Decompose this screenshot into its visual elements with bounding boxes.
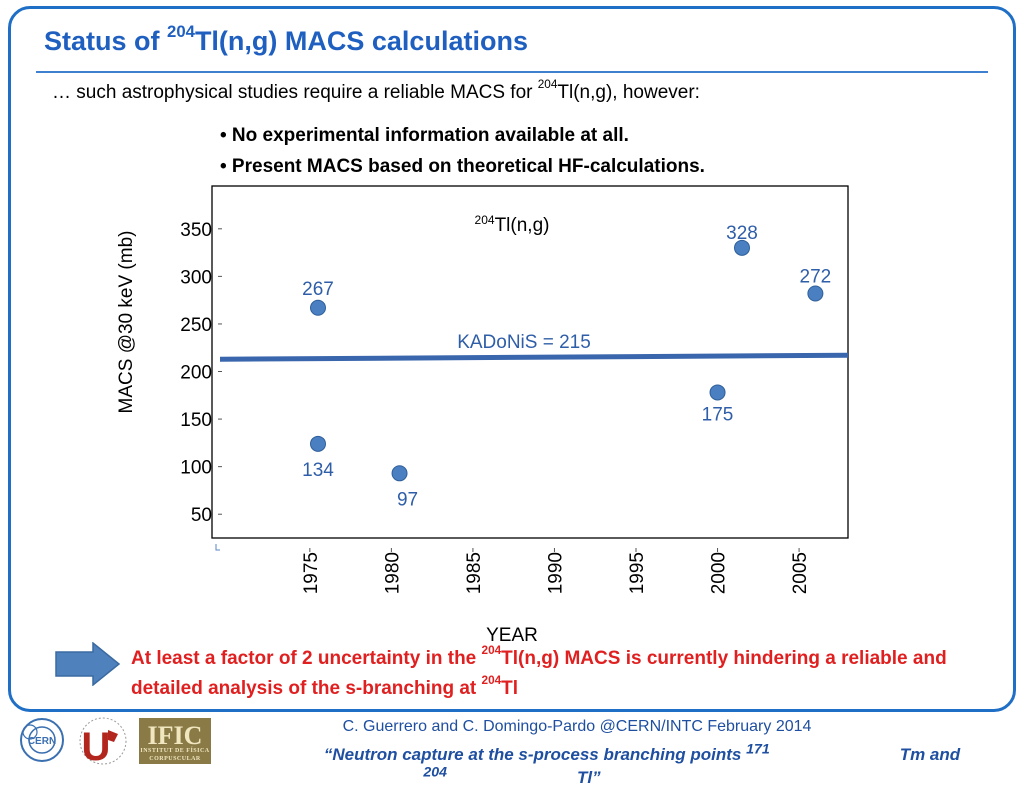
data-point-label: 175 xyxy=(702,404,734,425)
chart-title: 204Tl(n,g) xyxy=(475,213,550,236)
data-point-label: 267 xyxy=(302,279,334,300)
y-axis-title: MACS @30 keV (mb) xyxy=(116,231,137,414)
bullet-item: • Present MACS based on theoretical HF-c… xyxy=(220,156,705,177)
university-valencia-logo-icon: U xyxy=(79,717,127,766)
cern-logo-text: CERN xyxy=(28,736,56,747)
bullet-list: • No experimental information available … xyxy=(220,120,705,182)
intro-text: … such astrophysical studies require a r… xyxy=(52,78,700,103)
y-tick-label: 50 xyxy=(191,505,212,526)
y-tick-label: 250 xyxy=(180,315,212,336)
axis-corner-mark xyxy=(215,544,220,551)
data-point-label: 134 xyxy=(302,460,334,481)
data-point xyxy=(310,299,326,316)
y-tick-label: 150 xyxy=(180,410,212,431)
university-logo-letter: U xyxy=(82,725,111,766)
data-point-label: 272 xyxy=(800,267,832,288)
kadonis-reference-line xyxy=(219,352,849,362)
x-axis-title: YEAR xyxy=(486,625,538,646)
data-point-label: 328 xyxy=(726,223,758,244)
slide-frame xyxy=(8,6,1016,712)
title-divider xyxy=(36,71,988,73)
y-tick-label: 200 xyxy=(180,363,212,384)
x-tick-label: 2005 xyxy=(790,552,811,594)
footer-talk-title: “Neutron capture at the s-process branch… xyxy=(323,741,961,788)
x-tick-label: 2000 xyxy=(709,552,730,594)
x-tick-label: 1980 xyxy=(382,552,403,594)
conclusion-callout: At least a factor of 2 uncertainty in th… xyxy=(131,644,947,699)
plot-area-border xyxy=(211,185,849,539)
right-arrow-icon xyxy=(55,642,121,686)
slide-title: Status of 204Tl(n,g) MACS calculations xyxy=(44,21,528,56)
data-point xyxy=(391,465,408,482)
footer-authors: C. Guerrero and C. Domingo-Pardo @CERN/I… xyxy=(342,718,812,735)
y-tick-label: 350 xyxy=(180,220,212,241)
kadonis-label: KADoNiS = 215 xyxy=(457,332,591,353)
x-tick-label: 1995 xyxy=(627,552,648,594)
data-point xyxy=(310,435,326,452)
x-tick-label: 1990 xyxy=(545,552,566,594)
x-tick-label: 1975 xyxy=(301,552,322,594)
data-point xyxy=(734,239,750,256)
data-point-label: 97 xyxy=(397,489,418,510)
cern-logo-icon: CERN xyxy=(20,718,64,762)
y-tick-label: 300 xyxy=(180,267,212,288)
macs-chart: 350 300 250 200 150 100 50 1975 1980 1985 1990 1995… xyxy=(116,185,849,646)
y-tick-label: 100 xyxy=(180,458,212,479)
data-point xyxy=(807,285,824,302)
bullet-item: • No experimental information available … xyxy=(220,125,629,146)
ific-logo: IFIC INSTITUT DE FÍSICA CORPUSCULAR xyxy=(139,718,211,764)
x-tick-label: 1985 xyxy=(464,552,485,594)
data-point xyxy=(709,384,726,401)
